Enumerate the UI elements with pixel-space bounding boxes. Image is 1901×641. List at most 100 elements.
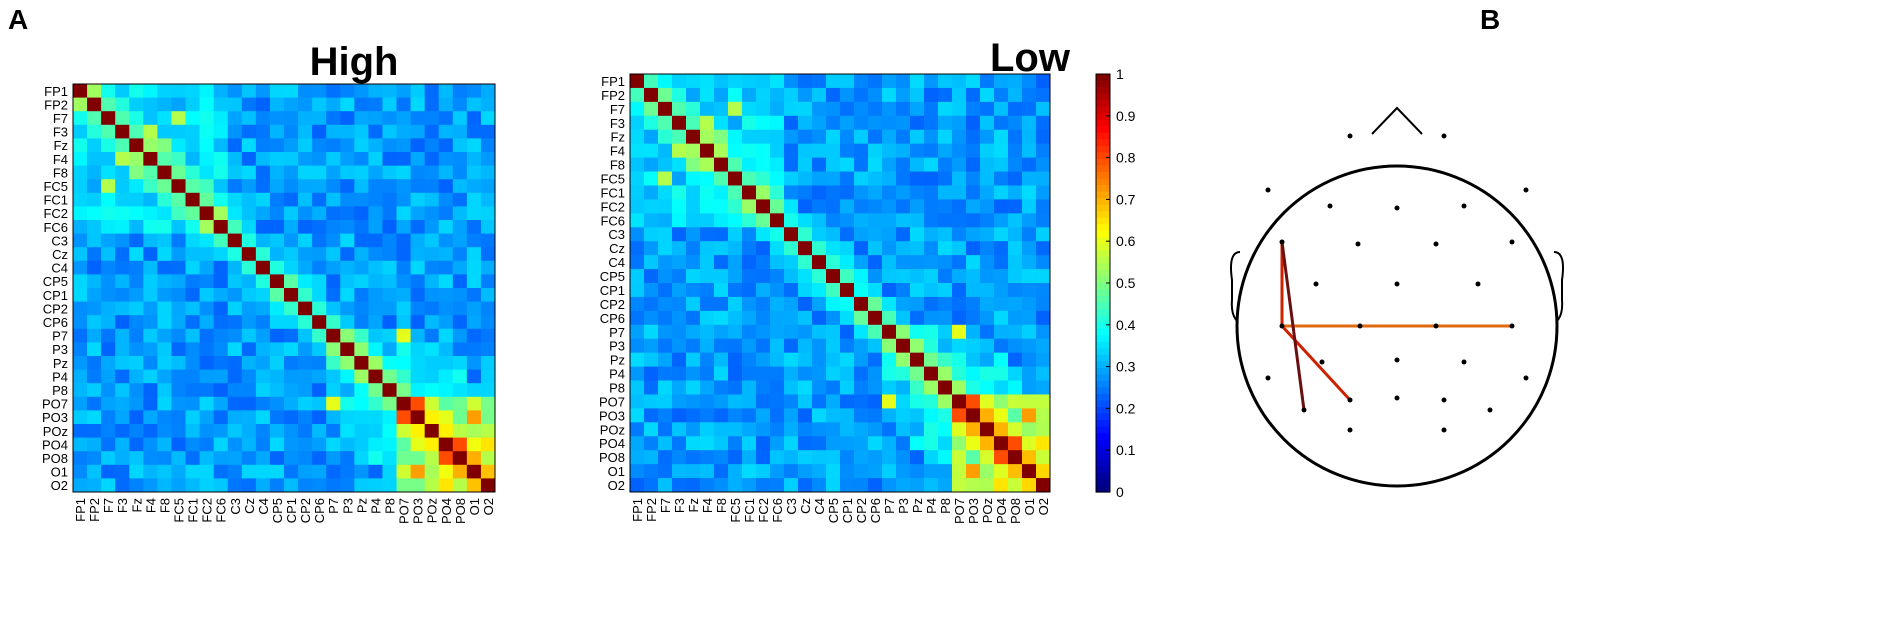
heatmap-cell <box>269 179 285 194</box>
heatmap-cell <box>129 356 144 371</box>
heatmap-cell <box>854 283 869 298</box>
heatmap-cell <box>410 451 426 466</box>
heatmap-cell <box>143 220 158 235</box>
heatmap-cell <box>742 394 757 409</box>
heatmap-cell <box>994 436 1009 451</box>
heatmap-cell <box>966 408 981 423</box>
heatmap-cell <box>269 220 285 235</box>
heatmap-cell <box>368 424 383 439</box>
heatmap-cell <box>227 220 243 235</box>
heatmap-cell <box>269 84 285 99</box>
x-tick-label: FC6 <box>770 498 785 523</box>
heatmap-cell <box>1022 436 1037 451</box>
heatmap-cell <box>143 274 158 289</box>
heatmap-cell <box>798 366 813 382</box>
heatmap-cell <box>854 366 869 382</box>
heatmap-cell <box>213 233 229 248</box>
heatmap-cell <box>213 478 229 493</box>
heatmap-cell <box>966 227 981 242</box>
colorbar-segment <box>1096 380 1110 389</box>
heatmap-cell <box>1008 366 1023 382</box>
colorbar-segment <box>1096 296 1110 304</box>
heatmap-cell <box>798 199 813 214</box>
heatmap-cell <box>129 369 144 384</box>
heatmap-cell <box>728 380 743 395</box>
heatmap-cell <box>480 111 496 126</box>
heatmap-cell <box>756 101 771 117</box>
heatmap-cell <box>658 380 673 395</box>
heatmap-cell <box>1022 408 1037 423</box>
heatmap-cell <box>466 206 482 221</box>
heatmap-cell <box>980 436 995 451</box>
heatmap-cell <box>644 199 659 214</box>
heatmap-cell <box>994 87 1009 103</box>
heatmap-cell <box>882 450 897 465</box>
heatmap-cell <box>924 352 939 368</box>
heatmap-cell <box>910 101 925 117</box>
heatmap-cell <box>910 185 925 200</box>
heatmap-cell <box>868 185 883 200</box>
heatmap-cell <box>938 338 953 354</box>
heatmap-cell <box>284 410 299 425</box>
heatmap-cell <box>227 437 243 452</box>
heatmap-cell <box>368 111 383 126</box>
heatmap-cell <box>410 274 426 289</box>
heatmap-cell <box>756 310 771 326</box>
heatmap-cell <box>1008 115 1023 131</box>
heatmap-cell <box>227 328 243 343</box>
heatmap-cell <box>480 288 496 303</box>
heatmap-cell <box>686 296 701 312</box>
heatmap-cell <box>742 464 757 479</box>
heatmap-cell <box>728 157 743 173</box>
heatmap-cell <box>756 450 771 465</box>
colorbar-segment <box>1096 354 1110 362</box>
heatmap-cell <box>452 356 468 371</box>
heatmap-cell <box>466 464 482 479</box>
heatmap-cell <box>354 111 369 126</box>
x-tick-label: CP1 <box>284 498 299 523</box>
x-tick-label: FC6 <box>214 498 229 523</box>
heatmap-cell <box>882 241 897 256</box>
heatmap-cell <box>1022 338 1037 354</box>
heatmap-cell <box>812 87 827 103</box>
heatmap-cell <box>952 269 967 284</box>
heatmap-cell <box>227 396 243 411</box>
heatmap-cell <box>644 101 659 117</box>
heatmap-cell <box>396 328 412 343</box>
heatmap-cell <box>826 352 841 368</box>
electrode-dot <box>1357 323 1363 329</box>
heatmap-cell <box>466 111 482 126</box>
heatmap-cell <box>742 296 757 312</box>
heatmap-cell <box>480 192 496 207</box>
heatmap-cell <box>854 74 869 89</box>
heatmap-cell <box>284 192 299 207</box>
heatmap-cell <box>340 274 355 289</box>
heatmap-cell <box>742 101 757 117</box>
y-tick-label: FC5 <box>600 172 625 187</box>
connection-line <box>1280 241 1306 411</box>
heatmap-cell <box>882 87 897 103</box>
heatmap-cell <box>115 165 130 180</box>
heatmap-cell <box>101 328 116 343</box>
heatmap-cell <box>1008 380 1023 395</box>
heatmap-cell <box>756 408 771 423</box>
heatmap-cell <box>396 247 412 262</box>
heatmap-cell <box>770 464 785 479</box>
heatmap-cell <box>298 478 313 493</box>
y-tick-label: Fz <box>54 138 68 153</box>
heatmap-cell <box>994 352 1009 368</box>
heatmap-cell <box>826 143 841 159</box>
heatmap-cell <box>73 301 88 316</box>
heatmap-cell <box>728 296 743 312</box>
x-tick-label: PO8 <box>453 498 468 524</box>
heatmap-cell <box>868 310 883 326</box>
heatmap-cell <box>326 288 341 303</box>
heatmap-cell <box>980 101 995 117</box>
heatmap-cell <box>1036 115 1051 131</box>
heatmap-cell <box>143 179 158 194</box>
heatmap-cell <box>129 342 144 357</box>
heatmap-cell <box>157 84 172 99</box>
heatmap-cell <box>312 192 327 207</box>
heatmap-cell <box>129 396 144 411</box>
